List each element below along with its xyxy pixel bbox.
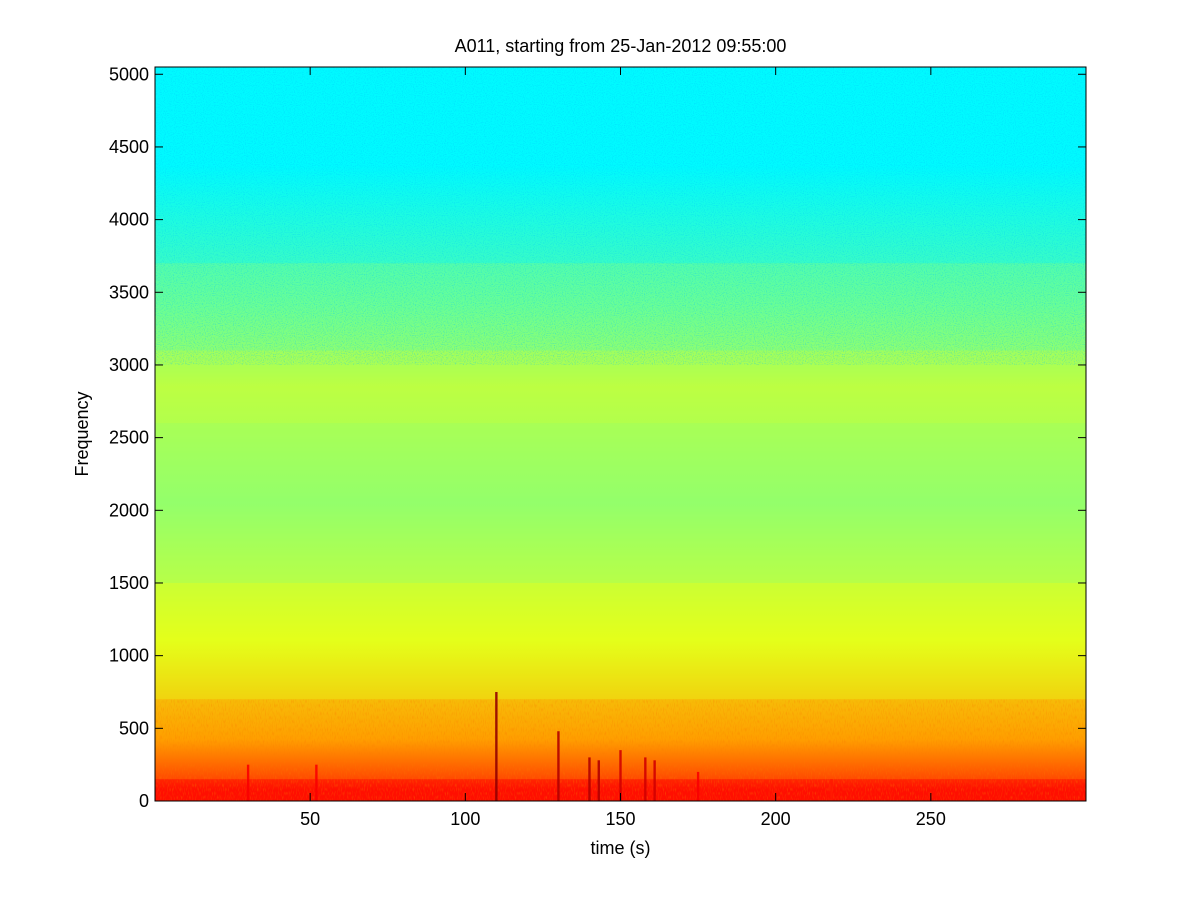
y-axis-label: Frequency [72, 391, 92, 476]
x-axis: 50 100 150 200 250 [300, 67, 946, 829]
transient-event-4 [597, 760, 600, 801]
y-tick-label: 4000 [109, 210, 149, 230]
transient-event-9 [315, 764, 318, 801]
transient-event-1 [495, 691, 498, 801]
x-axis-label: time (s) [591, 838, 651, 858]
y-tick-label: 3500 [109, 282, 149, 302]
y-axis: 0 500 1000 1500 2000 2500 3000 3500 4000 4500 5000 [109, 64, 1086, 811]
chart-title: A011, starting from 25-Jan-2012 09:55:00 [455, 36, 787, 56]
x-tick-label: 100 [450, 809, 480, 829]
transient-event-3 [588, 757, 591, 801]
y-tick-label: 5000 [109, 64, 149, 84]
transient-event-7 [653, 760, 656, 801]
spectrogram-noise-texture [155, 67, 1086, 365]
transient-event-2 [557, 731, 560, 801]
x-tick-label: 250 [916, 809, 946, 829]
y-tick-label: 1500 [109, 573, 149, 593]
x-tick-label: 50 [300, 809, 320, 829]
y-tick-label: 500 [119, 718, 149, 738]
y-tick-label: 2500 [109, 428, 149, 448]
y-tick-label: 0 [139, 791, 149, 811]
y-tick-label: 2000 [109, 500, 149, 520]
y-tick-label: 1000 [109, 646, 149, 666]
frequency-band-3 [155, 582, 1086, 700]
frequency-band-4 [155, 423, 1086, 583]
transient-event-8 [246, 764, 250, 801]
plot-area [155, 67, 1086, 801]
x-tick-label: 150 [605, 809, 635, 829]
x-tick-label: 200 [761, 809, 791, 829]
transient-event-11 [830, 779, 833, 801]
y-tick-label: 3000 [109, 355, 149, 375]
transient-event-5 [619, 750, 622, 801]
transient-event-10 [696, 771, 700, 801]
transient-event-6 [644, 757, 647, 801]
transient-events [246, 691, 833, 801]
y-tick-label: 4500 [109, 137, 149, 157]
